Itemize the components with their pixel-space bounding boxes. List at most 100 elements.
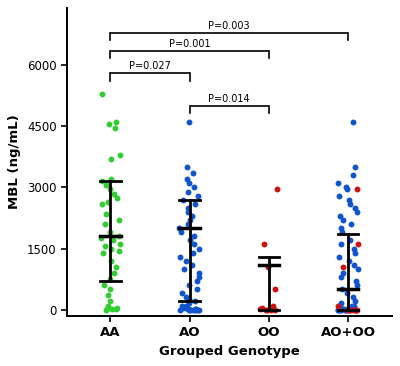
Point [112, 126, 118, 131]
Point [339, 286, 345, 292]
Point [190, 170, 196, 176]
Point [340, 306, 347, 312]
Text: P=0.003: P=0.003 [208, 21, 250, 31]
Point [196, 270, 202, 276]
Point [346, 258, 352, 264]
Point [270, 303, 276, 309]
Point [180, 197, 186, 203]
Point [352, 205, 358, 211]
Point [117, 152, 124, 158]
Point [350, 172, 357, 178]
Point [351, 246, 357, 251]
Point [183, 304, 189, 310]
Point [257, 306, 263, 312]
Point [338, 307, 344, 313]
Point [108, 246, 115, 251]
Point [116, 234, 122, 239]
Point [111, 191, 117, 197]
Point [348, 221, 354, 227]
Point [186, 180, 192, 186]
Point [189, 213, 196, 219]
Point [112, 264, 119, 270]
Point [353, 278, 359, 284]
Point [196, 246, 202, 251]
Point [187, 238, 193, 243]
Point [349, 307, 355, 313]
Point [354, 187, 360, 193]
Point [187, 307, 193, 313]
Point [111, 270, 117, 276]
Point [274, 187, 280, 193]
Point [355, 242, 362, 247]
Point [335, 307, 342, 313]
Point [109, 238, 116, 243]
Point [102, 243, 108, 249]
Point [344, 290, 350, 296]
Point [336, 307, 342, 313]
Point [344, 187, 350, 193]
Point [194, 286, 200, 292]
Point [340, 264, 346, 270]
Point [335, 307, 341, 313]
Point [263, 307, 269, 313]
Point [269, 306, 275, 312]
Point [103, 211, 109, 217]
Point [114, 305, 121, 310]
Point [186, 306, 192, 312]
Point [352, 164, 358, 170]
Point [186, 307, 192, 313]
Point [352, 307, 359, 313]
Point [336, 307, 342, 313]
Point [113, 306, 119, 312]
Point [346, 197, 352, 203]
Point [98, 91, 105, 97]
Point [272, 286, 278, 292]
Point [98, 201, 105, 207]
Point [344, 307, 350, 313]
Point [190, 250, 197, 255]
Point [107, 286, 114, 292]
Point [183, 303, 190, 309]
Point [105, 199, 111, 205]
Point [107, 299, 113, 305]
Point [264, 307, 271, 313]
Y-axis label: MBL (ng/mL): MBL (ng/mL) [8, 115, 21, 209]
Point [347, 201, 354, 207]
Point [265, 264, 272, 270]
Point [187, 217, 193, 223]
Point [105, 292, 111, 298]
Point [106, 122, 112, 127]
Point [190, 242, 197, 247]
Point [182, 294, 189, 300]
Point [339, 229, 346, 235]
Point [335, 254, 342, 259]
Point [192, 307, 199, 313]
Point [346, 307, 352, 313]
Point [108, 156, 114, 162]
Point [188, 262, 195, 268]
Point [192, 201, 198, 207]
Point [191, 184, 198, 190]
Point [342, 307, 348, 313]
Point [196, 307, 202, 313]
Point [337, 213, 344, 219]
Point [339, 217, 346, 223]
Point [182, 258, 189, 264]
Point [194, 307, 201, 313]
Point [342, 307, 348, 313]
Point [186, 119, 192, 125]
Point [179, 303, 186, 309]
Point [347, 307, 353, 313]
Point [107, 187, 114, 193]
Point [104, 306, 110, 312]
Point [196, 274, 202, 280]
Point [186, 282, 192, 288]
Point [186, 296, 192, 302]
Point [343, 184, 350, 190]
Point [350, 294, 356, 300]
Point [338, 242, 344, 247]
Point [103, 307, 109, 313]
Point [192, 299, 198, 305]
Point [335, 180, 341, 186]
Point [185, 205, 191, 211]
